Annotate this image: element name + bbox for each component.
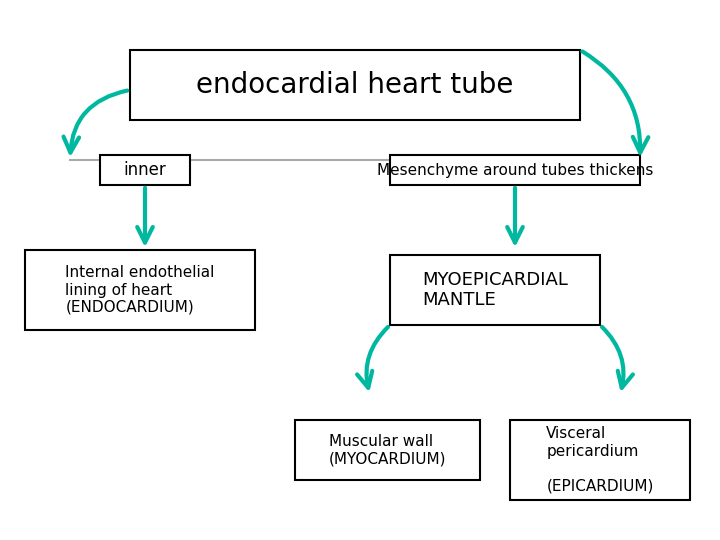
FancyBboxPatch shape — [25, 250, 255, 330]
FancyBboxPatch shape — [390, 155, 640, 185]
FancyBboxPatch shape — [100, 155, 190, 185]
Text: Mesenchyme around tubes thickens: Mesenchyme around tubes thickens — [377, 163, 653, 178]
Text: MYOEPICARDIAL
MANTLE: MYOEPICARDIAL MANTLE — [422, 271, 568, 309]
FancyBboxPatch shape — [390, 255, 600, 325]
Text: Muscular wall
(MYOCARDIUM): Muscular wall (MYOCARDIUM) — [329, 434, 446, 466]
FancyBboxPatch shape — [295, 420, 480, 480]
FancyBboxPatch shape — [130, 50, 580, 120]
Text: Internal endothelial
lining of heart
(ENDOCARDIUM): Internal endothelial lining of heart (EN… — [66, 265, 215, 315]
Text: inner: inner — [124, 161, 166, 179]
FancyBboxPatch shape — [510, 420, 690, 500]
Text: Visceral
pericardium

(EPICARDIUM): Visceral pericardium (EPICARDIUM) — [546, 427, 654, 494]
Text: endocardial heart tube: endocardial heart tube — [197, 71, 513, 99]
